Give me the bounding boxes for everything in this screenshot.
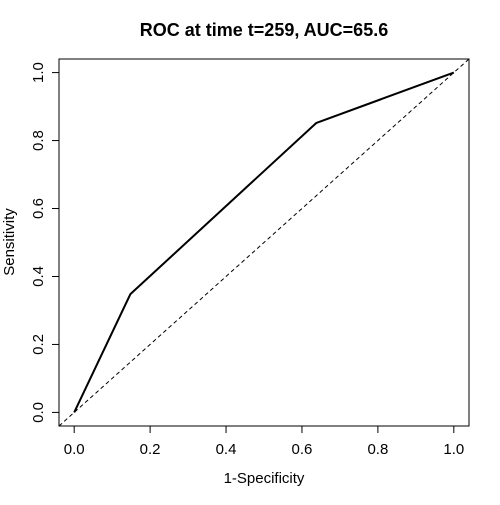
x-tick-label: 0.2 bbox=[140, 441, 161, 458]
x-tick-label: 1.0 bbox=[443, 441, 464, 458]
x-tick-label: 0.0 bbox=[64, 441, 85, 458]
roc-curve-line bbox=[73, 71, 455, 413]
y-tick-label: 0.2 bbox=[30, 334, 47, 355]
y-tick-label: 0.6 bbox=[30, 198, 47, 219]
y-tick-label: 0.8 bbox=[30, 130, 47, 151]
y-axis-label: Sensitivity bbox=[1, 208, 18, 276]
x-tick-label: 0.6 bbox=[292, 441, 313, 458]
x-axis-label: 1-Specificity bbox=[224, 470, 305, 487]
y-tick-label: 0.0 bbox=[30, 402, 47, 423]
x-tick-label: 0.8 bbox=[367, 441, 388, 458]
chart-title: ROC at time t=259, AUC=65.6 bbox=[140, 20, 388, 40]
plot-frame bbox=[58, 58, 470, 427]
y-tick-label: 1.0 bbox=[30, 62, 47, 83]
x-axis-ticks: 0.0 0.2 0.4 0.6 0.8 1.0 bbox=[64, 426, 464, 458]
x-tick-label: 0.4 bbox=[216, 441, 237, 458]
y-axis-ticks: 0.0 0.2 0.4 0.6 0.8 1.0 bbox=[30, 62, 59, 423]
y-tick-label: 0.4 bbox=[30, 266, 47, 287]
diagonal-reference-line bbox=[58, 58, 470, 427]
